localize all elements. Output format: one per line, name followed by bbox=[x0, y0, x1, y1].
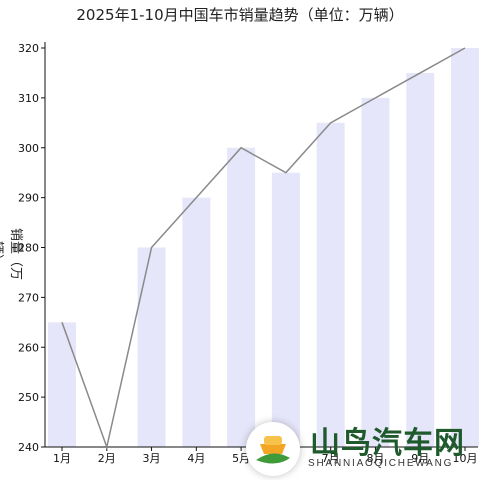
bar-5 bbox=[227, 147, 256, 447]
x-tick-label-9: 9月 bbox=[411, 452, 429, 465]
bar-10 bbox=[451, 48, 479, 447]
y-tick-label-290: 290 bbox=[18, 192, 39, 205]
x-tick-label-10: 10月 bbox=[453, 452, 478, 465]
y-tick-label-240: 240 bbox=[18, 441, 39, 454]
y-tick-label-250: 250 bbox=[18, 391, 39, 404]
x-tick-label-8: 8月 bbox=[366, 452, 384, 465]
bar-3 bbox=[137, 247, 166, 447]
y-tick-label-300: 300 bbox=[18, 142, 39, 155]
x-tick-label-4: 4月 bbox=[187, 452, 205, 465]
watermark-title: 山鸟汽车网 bbox=[310, 426, 465, 461]
y-tick-label-270: 270 bbox=[18, 291, 39, 304]
watermark-subtitle: SHANNIAOQICHEWANG bbox=[308, 458, 454, 469]
y-tick-label-320: 320 bbox=[18, 42, 39, 55]
bar-9 bbox=[406, 72, 435, 447]
watermark-logo-icon bbox=[249, 425, 297, 473]
bar-8 bbox=[361, 97, 390, 447]
bar-1 bbox=[48, 322, 76, 447]
bar-4 bbox=[182, 197, 211, 447]
bar-7 bbox=[316, 122, 345, 447]
y-tick-label-310: 310 bbox=[18, 92, 39, 105]
y-tick-label-260: 260 bbox=[18, 341, 39, 354]
x-tick-label-7: 7月 bbox=[322, 452, 340, 465]
x-tick-label-3: 3月 bbox=[143, 452, 161, 465]
y-tick-label-280: 280 bbox=[18, 242, 39, 255]
watermark: 山鸟汽车网 SHANNIAOQICHEWANG bbox=[242, 416, 478, 478]
x-tick-label-5: 5月 bbox=[232, 452, 250, 465]
x-tick-label-1: 1月 bbox=[53, 452, 71, 465]
watermark-logo-badge bbox=[246, 422, 300, 476]
bar-6 bbox=[271, 172, 300, 447]
x-tick-label-2: 2月 bbox=[98, 452, 116, 465]
trend-line bbox=[61, 47, 466, 450]
chart-title: 2025年1-10月中国车市销量趋势（单位：万辆） bbox=[76, 6, 404, 24]
